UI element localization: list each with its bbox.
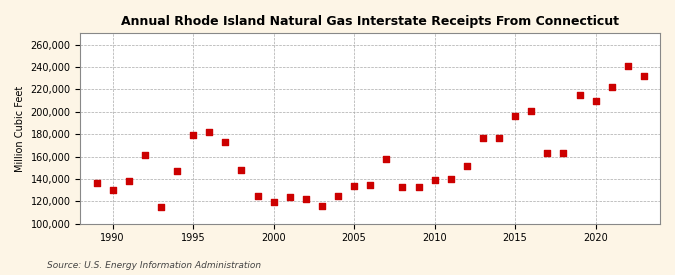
Point	[493, 135, 504, 140]
Point	[462, 163, 472, 168]
Point	[606, 85, 617, 89]
Point	[236, 168, 247, 172]
Point	[574, 93, 585, 97]
Point	[91, 181, 102, 186]
Point	[477, 135, 488, 140]
Point	[558, 151, 569, 155]
Point	[349, 183, 360, 188]
Point	[526, 108, 537, 113]
Point	[317, 204, 327, 208]
Title: Annual Rhode Island Natural Gas Interstate Receipts From Connecticut: Annual Rhode Island Natural Gas Intersta…	[122, 15, 619, 28]
Point	[333, 194, 344, 198]
Point	[300, 197, 311, 201]
Point	[155, 205, 166, 209]
Point	[204, 130, 215, 134]
Point	[268, 200, 279, 205]
Point	[397, 185, 408, 189]
Point	[284, 195, 295, 199]
Point	[124, 179, 134, 183]
Point	[107, 188, 118, 192]
Point	[381, 156, 392, 161]
Point	[622, 64, 633, 68]
Point	[188, 133, 198, 138]
Point	[542, 151, 553, 155]
Point	[639, 74, 649, 78]
Point	[220, 140, 231, 144]
Point	[413, 185, 424, 189]
Point	[429, 178, 440, 182]
Point	[510, 114, 520, 119]
Point	[171, 169, 182, 173]
Point	[252, 194, 263, 198]
Y-axis label: Million Cubic Feet: Million Cubic Feet	[15, 86, 25, 172]
Point	[590, 98, 601, 103]
Text: Source: U.S. Energy Information Administration: Source: U.S. Energy Information Administ…	[47, 260, 261, 270]
Point	[140, 153, 151, 158]
Point	[446, 177, 456, 181]
Point	[364, 182, 375, 187]
